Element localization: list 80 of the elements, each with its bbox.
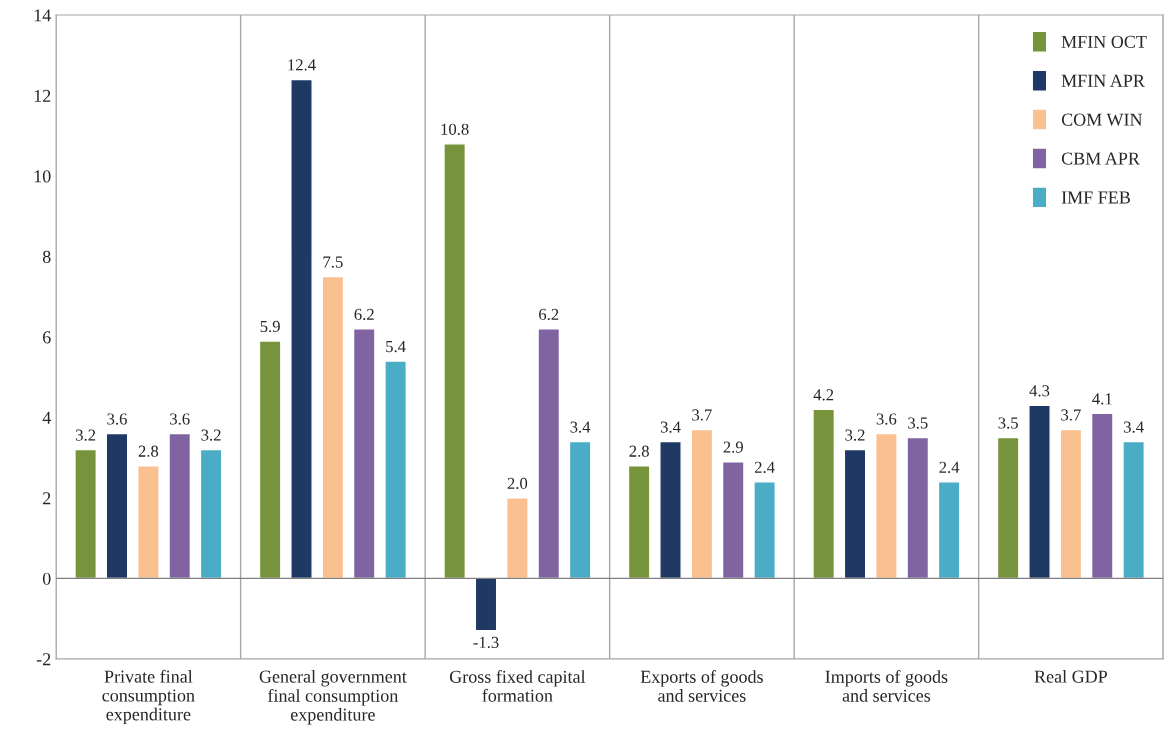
data-label: 3.2 xyxy=(845,429,865,441)
bar xyxy=(812,408,836,580)
data-label: 3.4 xyxy=(1124,421,1144,433)
bar xyxy=(258,340,282,580)
bar xyxy=(199,448,223,580)
bar xyxy=(105,432,129,580)
bar xyxy=(1090,412,1114,580)
data-label: 7.5 xyxy=(323,256,343,268)
bar xyxy=(659,440,682,580)
data-label: 3.6 xyxy=(876,413,897,425)
bar xyxy=(443,143,467,580)
y-tick-label: 6 xyxy=(43,331,51,344)
bar xyxy=(506,497,529,580)
data-label: 10.8 xyxy=(441,123,469,135)
y-tick-label: 12 xyxy=(34,89,51,102)
bar xyxy=(753,481,776,580)
data-label: 2.0 xyxy=(507,477,528,490)
data-label: 2.8 xyxy=(629,445,649,457)
data-label: 5.4 xyxy=(386,341,406,353)
x-tick-label: General government final consumption expenditure xyxy=(259,669,407,725)
bar xyxy=(137,465,160,580)
bar xyxy=(1028,404,1051,580)
bar xyxy=(721,461,745,580)
data-label: 3.2 xyxy=(201,429,221,441)
bar xyxy=(1122,440,1145,580)
bar xyxy=(384,360,407,580)
x-tick-label: Private final consumption expenditure xyxy=(102,669,195,725)
bar xyxy=(537,328,561,580)
data-label: 3.6 xyxy=(107,413,127,425)
data-label: 6.2 xyxy=(539,308,559,321)
x-tick-label: Gross fixed capital formation xyxy=(449,669,586,702)
y-tick-label: 8 xyxy=(42,250,51,263)
bar xyxy=(321,275,345,580)
bar xyxy=(568,440,592,580)
bar xyxy=(474,577,498,632)
x-tick-label: Real GDP xyxy=(1034,669,1108,683)
data-label: 3.5 xyxy=(998,417,1018,429)
data-label: 2.4 xyxy=(754,461,775,473)
bar xyxy=(843,448,867,580)
bar xyxy=(875,432,898,580)
bar xyxy=(290,78,313,580)
bar xyxy=(352,328,376,580)
data-label: -1.3 xyxy=(473,636,499,649)
data-label: 3.7 xyxy=(1061,409,1081,421)
bar xyxy=(168,432,192,580)
legend-label: IMF FEB xyxy=(1061,191,1130,204)
y-tick-label: 0 xyxy=(42,572,51,585)
legend-label: MFIN APR xyxy=(1061,74,1145,87)
x-tick-label: Imports of goods and services xyxy=(825,669,948,702)
y-tick-label: 4 xyxy=(42,411,51,424)
data-label: 6.2 xyxy=(354,308,374,321)
bar xyxy=(906,436,930,580)
bar xyxy=(627,465,651,580)
bar xyxy=(74,448,97,580)
data-label: 3.2 xyxy=(76,429,96,441)
data-label: 4.2 xyxy=(813,389,834,401)
legend-label: COM WIN xyxy=(1061,113,1143,126)
y-tick-label: 10 xyxy=(34,170,51,183)
data-label: 2.8 xyxy=(138,445,159,457)
data-label: 3.5 xyxy=(908,417,928,429)
bar xyxy=(690,428,714,580)
legend-label: CBM APR xyxy=(1061,152,1140,165)
legend-label: MFIN OCT xyxy=(1061,35,1147,48)
data-label: 3.4 xyxy=(660,421,681,433)
bar xyxy=(1059,428,1083,580)
data-label: 2.4 xyxy=(939,461,960,473)
data-label: 3.6 xyxy=(170,413,190,425)
y-tick-label: 2 xyxy=(43,492,51,505)
data-label: 2.9 xyxy=(723,441,743,453)
bar xyxy=(937,481,961,580)
data-label: 12.4 xyxy=(288,59,316,71)
bar xyxy=(996,436,1020,580)
x-tick-label: Exports of goods and services xyxy=(640,669,763,702)
y-tick-label: -2 xyxy=(36,653,51,666)
data-label: 3.7 xyxy=(692,409,712,421)
data-label: 5.9 xyxy=(260,320,280,333)
data-label: 4.3 xyxy=(1029,385,1050,397)
data-label: 3.4 xyxy=(570,421,591,433)
data-label: 4.1 xyxy=(1092,393,1112,405)
y-tick-label: 14 xyxy=(34,9,51,22)
